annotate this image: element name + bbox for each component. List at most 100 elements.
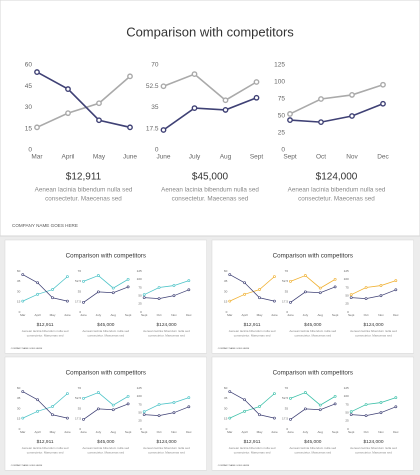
data-point xyxy=(96,391,100,394)
y-tick-label: 50 xyxy=(138,294,142,298)
data-point xyxy=(273,416,276,420)
data-point xyxy=(157,414,161,418)
chart-caption: $12,911 xyxy=(244,322,261,328)
data-point xyxy=(51,288,54,291)
slide-title: Comparison with competitors xyxy=(126,24,294,39)
x-tick-label: Oct xyxy=(364,430,369,434)
y-tick-label: 50 xyxy=(345,294,349,298)
y-tick-label: 52.5 xyxy=(146,83,159,90)
data-point xyxy=(142,410,146,414)
chart-caption: $12,911 xyxy=(66,172,102,183)
data-point xyxy=(51,413,54,417)
y-tick-label: 0 xyxy=(28,147,32,154)
y-tick-label: 17.5 xyxy=(282,417,288,421)
data-point xyxy=(111,408,115,412)
x-tick-label: April xyxy=(242,313,249,317)
data-point xyxy=(379,284,383,287)
y-tick-label: 25 xyxy=(138,302,142,306)
data-point xyxy=(66,392,69,396)
chart-description: Aenean lacinia bibendum nulla sed xyxy=(288,187,386,194)
data-point xyxy=(21,416,25,420)
chart-description: consectetur. Maecenas sed xyxy=(45,196,122,203)
footer: COMPANY NAME GOES HERE xyxy=(11,464,43,467)
y-tick-label: 75 xyxy=(138,285,142,289)
x-tick-label: Oct xyxy=(157,430,162,434)
chart-caption: $12,911 xyxy=(37,439,54,445)
data-point xyxy=(65,110,71,117)
data-point xyxy=(318,119,324,126)
y-tick-label: 0 xyxy=(19,310,21,314)
data-point xyxy=(142,296,146,300)
y-tick-label: 35 xyxy=(285,406,289,410)
data-point xyxy=(111,291,115,295)
y-tick-label: 125 xyxy=(137,269,142,273)
x-tick-label: July xyxy=(96,313,102,317)
x-tick-label: Aug xyxy=(220,154,232,161)
data-point xyxy=(289,300,292,304)
y-tick-label: 35 xyxy=(78,406,82,410)
data-point xyxy=(127,73,133,80)
data-point xyxy=(111,403,115,407)
slide-thumbnail[interactable]: Comparison with competitors 0 15 30 45 60 Mar A… xyxy=(4,239,207,354)
x-tick-label: Sept xyxy=(332,430,339,434)
data-point xyxy=(273,299,276,303)
y-tick-label: 70 xyxy=(151,62,159,69)
chart-description: consectetur. Maecenas sed xyxy=(27,450,64,454)
data-point xyxy=(172,401,176,404)
chart-description: Aenean lacinia bibendum nulla sed xyxy=(143,446,190,450)
y-tick-label: 0 xyxy=(226,427,228,431)
data-point xyxy=(318,408,322,412)
data-point xyxy=(187,279,191,283)
slide-title: Comparison with competitors xyxy=(66,252,146,259)
data-point xyxy=(287,111,293,117)
data-point xyxy=(21,273,25,276)
series-line xyxy=(289,83,384,115)
x-tick-label: April xyxy=(242,430,249,434)
series-line xyxy=(289,103,384,123)
y-tick-label: 17.5 xyxy=(75,300,81,304)
series-line xyxy=(351,406,396,417)
chart-caption: $124,000 xyxy=(316,172,358,183)
data-point xyxy=(228,390,232,393)
y-tick-label: 45 xyxy=(17,396,21,400)
data-point xyxy=(228,273,232,276)
series-line xyxy=(144,406,189,417)
chart-caption: $12,911 xyxy=(37,322,54,328)
y-tick-label: 45 xyxy=(224,396,228,400)
data-point xyxy=(82,417,85,421)
data-point xyxy=(394,279,398,283)
y-tick-label: 0 xyxy=(140,427,142,431)
data-point xyxy=(349,296,353,300)
chart-description: Aenean lacinia bibendum nulla sed xyxy=(22,446,69,450)
data-point xyxy=(96,100,102,107)
data-point xyxy=(96,274,100,277)
data-point xyxy=(364,414,368,418)
data-point xyxy=(126,285,130,289)
x-tick-label: April xyxy=(61,154,75,161)
series-line xyxy=(36,71,131,129)
chart-description: Aenean lacinia bibendum nulla sed xyxy=(143,329,190,333)
data-point xyxy=(273,392,276,396)
x-tick-label: June xyxy=(123,154,137,161)
data-point xyxy=(243,281,247,285)
slide-thumbnail[interactable]: Comparison with competitors 0 15 30 45 60 Mar A… xyxy=(4,356,207,471)
data-point xyxy=(289,397,292,400)
data-point xyxy=(394,405,398,409)
data-point xyxy=(303,407,307,411)
x-tick-label: April xyxy=(35,430,42,434)
slide-thumbnail[interactable]: Comparison with competitors 0 15 30 45 60 Mar A… xyxy=(211,356,414,471)
data-point xyxy=(380,81,386,88)
chart-caption: $45,000 xyxy=(97,439,115,445)
x-tick-label: May xyxy=(50,430,56,434)
x-tick-label: Sept xyxy=(332,313,339,317)
y-tick-label: 50 xyxy=(345,411,349,415)
chart-description: Aenean lacinia bibendum nulla sed xyxy=(350,446,397,450)
y-tick-label: 25 xyxy=(138,419,142,423)
footer: COMPANY NAME GOES HERE xyxy=(218,347,250,350)
data-point xyxy=(253,94,260,101)
y-tick-label: 0 xyxy=(155,147,159,154)
data-point xyxy=(222,97,229,104)
x-tick-label: Dec xyxy=(377,154,389,161)
slide-thumbnail[interactable]: Comparison with competitors 0 15 30 45 60 Mar A… xyxy=(211,239,414,354)
